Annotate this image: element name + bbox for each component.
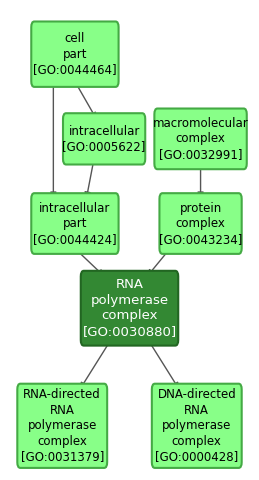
FancyBboxPatch shape	[31, 22, 119, 87]
FancyBboxPatch shape	[160, 193, 242, 254]
Text: RNA
polymerase
complex
[GO:0030880]: RNA polymerase complex [GO:0030880]	[82, 278, 177, 338]
Text: intracellular
[GO:0005622]: intracellular [GO:0005622]	[62, 125, 146, 153]
FancyBboxPatch shape	[63, 113, 145, 165]
FancyBboxPatch shape	[31, 193, 119, 254]
FancyBboxPatch shape	[154, 108, 247, 169]
Text: DNA-directed
RNA
polymerase
complex
[GO:0000428]: DNA-directed RNA polymerase complex [GO:…	[155, 388, 238, 463]
FancyBboxPatch shape	[152, 384, 242, 468]
Text: macromolecular
complex
[GO:0032991]: macromolecular complex [GO:0032991]	[153, 117, 248, 161]
Text: cell
part
[GO:0044464]: cell part [GO:0044464]	[33, 32, 117, 76]
Text: intracellular
part
[GO:0044424]: intracellular part [GO:0044424]	[33, 202, 117, 246]
FancyBboxPatch shape	[17, 384, 107, 468]
FancyBboxPatch shape	[81, 271, 178, 346]
Text: RNA-directed
RNA
polymerase
complex
[GO:0031379]: RNA-directed RNA polymerase complex [GO:…	[20, 388, 104, 463]
Text: protein
complex
[GO:0043234]: protein complex [GO:0043234]	[159, 202, 242, 246]
